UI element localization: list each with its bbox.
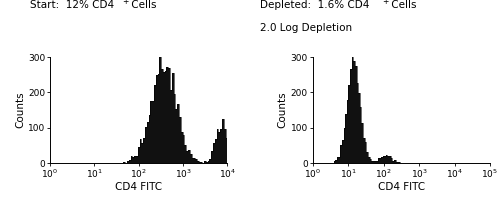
Text: Cells: Cells <box>128 0 156 10</box>
Text: Depleted:  1.6% CD4: Depleted: 1.6% CD4 <box>260 0 370 10</box>
Y-axis label: Counts: Counts <box>278 92 287 129</box>
X-axis label: CD4 FITC: CD4 FITC <box>378 182 425 192</box>
X-axis label: CD4 FITC: CD4 FITC <box>115 182 162 192</box>
Y-axis label: Counts: Counts <box>15 92 25 129</box>
Polygon shape <box>50 57 228 163</box>
Text: 2.0 Log Depletion: 2.0 Log Depletion <box>260 23 352 33</box>
Text: +: + <box>382 0 389 6</box>
Text: Cells: Cells <box>388 0 416 10</box>
Polygon shape <box>312 57 490 163</box>
Text: +: + <box>122 0 129 6</box>
Text: Start:  12% CD4: Start: 12% CD4 <box>30 0 114 10</box>
